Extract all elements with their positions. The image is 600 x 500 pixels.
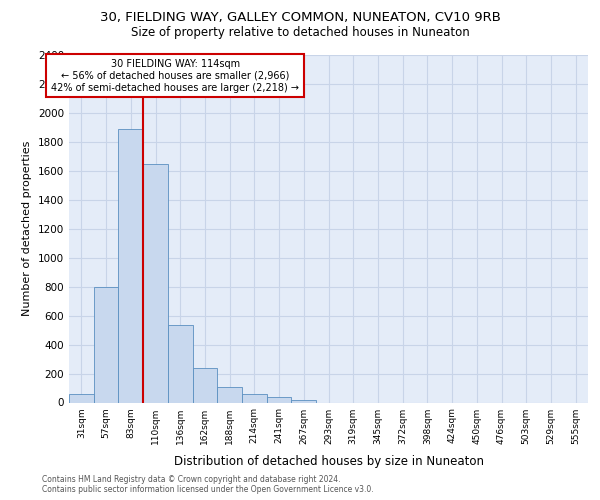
Bar — [69, 394, 94, 402]
Text: 30, FIELDING WAY, GALLEY COMMON, NUNEATON, CV10 9RB: 30, FIELDING WAY, GALLEY COMMON, NUNEATO… — [100, 11, 500, 24]
Bar — [94, 286, 118, 403]
Bar — [143, 164, 168, 402]
Bar — [267, 398, 292, 402]
Y-axis label: Number of detached properties: Number of detached properties — [22, 141, 32, 316]
Bar — [168, 325, 193, 402]
Bar — [118, 129, 143, 402]
Bar — [242, 394, 267, 402]
X-axis label: Distribution of detached houses by size in Nuneaton: Distribution of detached houses by size … — [173, 455, 484, 468]
Text: 30 FIELDING WAY: 114sqm
← 56% of detached houses are smaller (2,966)
42% of semi: 30 FIELDING WAY: 114sqm ← 56% of detache… — [51, 60, 299, 92]
Text: Contains public sector information licensed under the Open Government Licence v3: Contains public sector information licen… — [42, 485, 374, 494]
Bar — [217, 387, 242, 402]
Text: Size of property relative to detached houses in Nuneaton: Size of property relative to detached ho… — [131, 26, 469, 39]
Bar — [193, 368, 217, 402]
Bar — [292, 400, 316, 402]
Text: Contains HM Land Registry data © Crown copyright and database right 2024.: Contains HM Land Registry data © Crown c… — [42, 475, 341, 484]
